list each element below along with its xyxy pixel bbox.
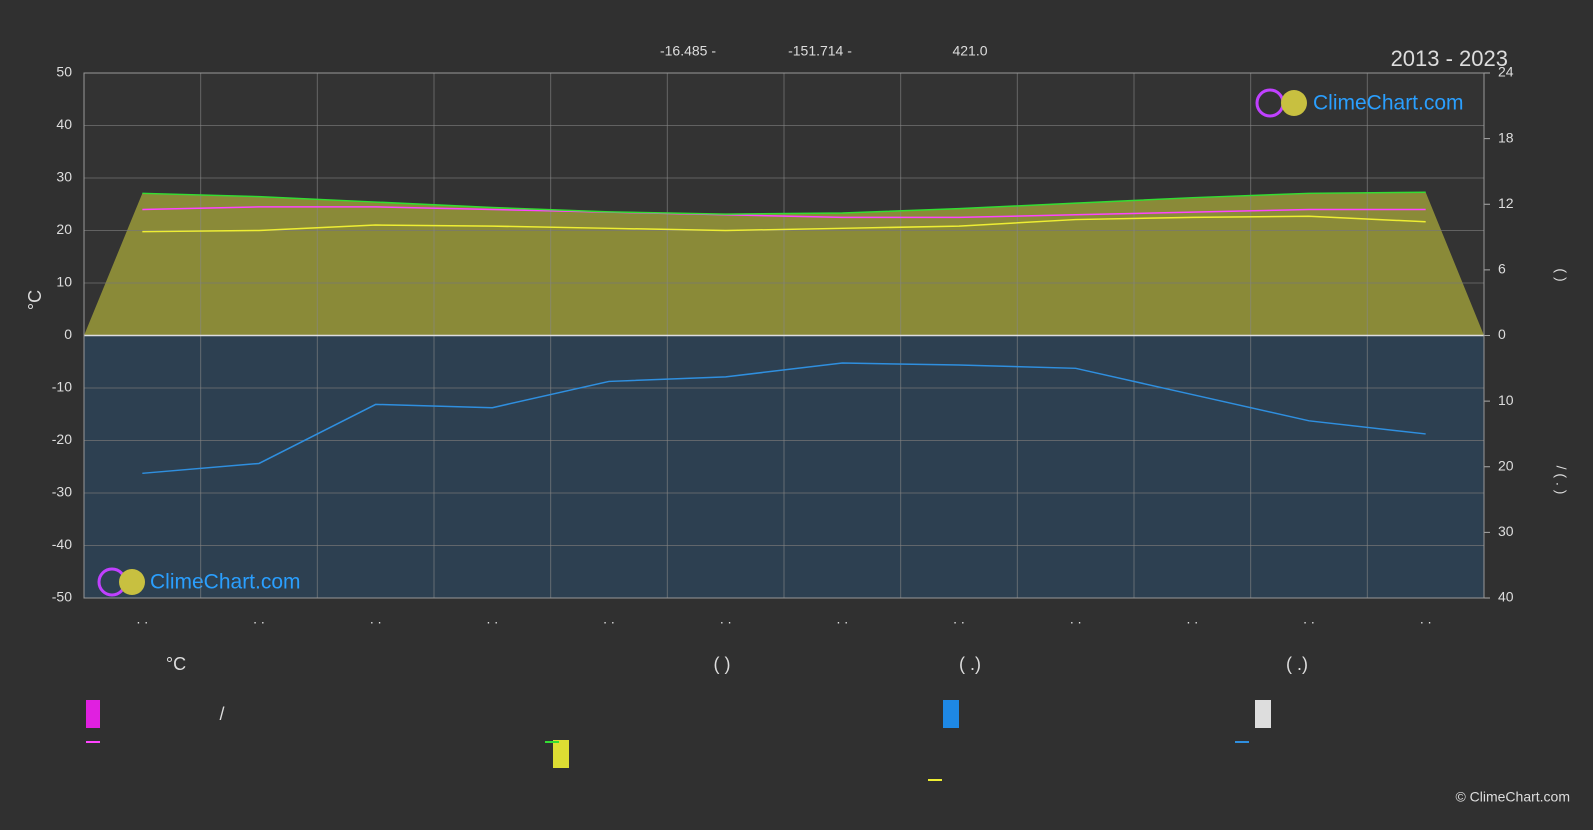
y-tick-label: 40 (56, 116, 72, 132)
legend-swatch (1255, 700, 1271, 728)
legend-swatch (86, 700, 100, 728)
x-tick-label: . . (370, 611, 382, 627)
chart-title: 2013 - 2023 (1391, 46, 1508, 71)
logo (119, 569, 145, 595)
x-tick-label: . . (136, 611, 148, 627)
watermark: ClimeChart.com (150, 571, 301, 594)
y3-tick-label: 30 (1498, 523, 1514, 539)
y2-label: ( ) (1553, 268, 1569, 281)
y-tick-label: 0 (64, 326, 72, 342)
y2-tick-label: 6 (1498, 261, 1506, 277)
x-tick-label: . . (836, 611, 848, 627)
y2-tick-label: 18 (1498, 129, 1514, 145)
y-tick-label: -10 (52, 379, 72, 395)
plot-frame (83, 72, 1485, 599)
header-text: 421.0 (952, 43, 987, 59)
copyright: © ClimeChart.com (1455, 789, 1570, 805)
y3-tick-label: 10 (1498, 392, 1514, 408)
series-line (142, 206, 1426, 219)
y-tick-label: 20 (56, 221, 72, 237)
x-tick-label: . . (720, 611, 732, 627)
legend-title: ( ) (714, 654, 731, 674)
x-tick-label: . . (1186, 611, 1198, 627)
logo (1281, 90, 1307, 116)
x-tick-label: . . (253, 611, 265, 627)
y2-tick-label: 12 (1498, 195, 1514, 211)
y-tick-label: -50 (52, 589, 72, 605)
y3-tick-label: 40 (1498, 589, 1514, 605)
x-tick-label: . . (1070, 611, 1082, 627)
x-tick-label: . . (486, 611, 498, 627)
y-tick-label: 30 (56, 169, 72, 185)
series-line (142, 215, 1426, 233)
y2-tick-label: 0 (1498, 326, 1506, 342)
y2-tick-label: 24 (1498, 64, 1514, 80)
y-tick-label: -20 (52, 431, 72, 447)
legend-text: / (219, 704, 224, 724)
y-tick-label: -40 (52, 536, 72, 552)
x-tick-label: . . (953, 611, 965, 627)
y-tick-label: 10 (56, 274, 72, 290)
x-tick-label: . . (1420, 611, 1432, 627)
y-label: °C (25, 290, 45, 310)
legend-swatch (553, 740, 569, 768)
x-tick-label: . . (603, 611, 615, 627)
x-tick-label: . . (1303, 611, 1315, 627)
header-text: -16.485 - (660, 43, 716, 59)
series-line (142, 191, 1426, 215)
header-text: -151.714 - (788, 43, 852, 59)
y3-tick-label: 20 (1498, 457, 1514, 473)
series-line (142, 362, 1426, 475)
y3-label: / ( . ) (1553, 466, 1569, 495)
y-tick-label: -30 (52, 484, 72, 500)
watermark: ClimeChart.com (1313, 92, 1464, 115)
y-tick-label: 50 (56, 64, 72, 80)
legend-title: ( .) (1286, 654, 1308, 674)
legend-title: ( .) (959, 654, 981, 674)
legend-swatch (943, 700, 959, 728)
legend-title: °C (166, 654, 186, 674)
